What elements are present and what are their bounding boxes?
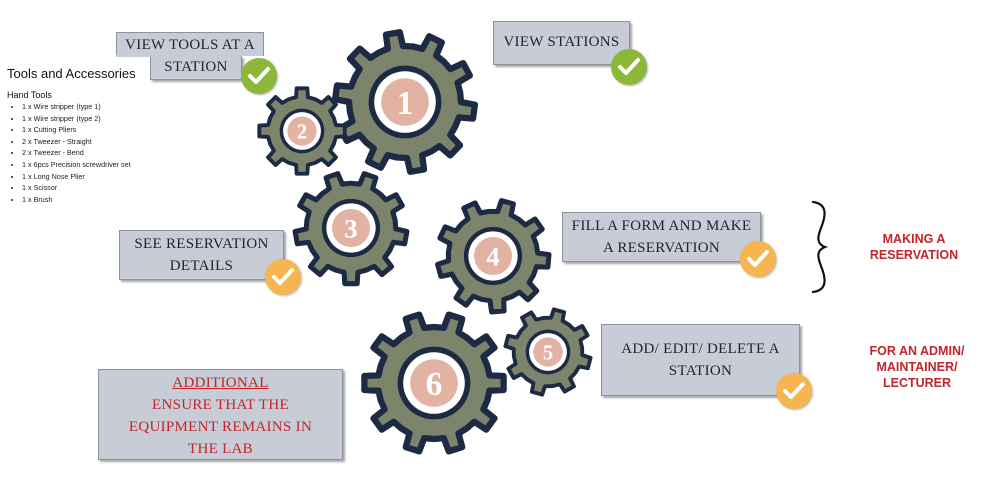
gear-number: 3 <box>344 214 357 244</box>
additional-line1: ENSURE THAT THE <box>151 397 289 413</box>
add-edit-delete-line1: ADD/ EDIT/ DELETE A <box>621 341 780 357</box>
admin-line3: LECTURER <box>882 376 952 390</box>
add-edit-delete-line2: STATION <box>668 363 733 379</box>
making-reservation-line2: RESERVATION <box>869 248 959 262</box>
gear-number: 6 <box>426 366 443 403</box>
view-tools-box-joint <box>116 55 152 57</box>
gear-icon-3: 3 <box>292 171 410 287</box>
list-item: 1 x Scissor <box>22 182 131 194</box>
curly-brace-icon <box>811 200 829 294</box>
check-icon <box>265 259 301 295</box>
gear-icon-1: 1 <box>331 29 479 175</box>
hand-tools-heading: Hand Tools <box>7 90 52 100</box>
check-icon <box>611 49 647 85</box>
additional-line3: THE LAB <box>187 441 253 457</box>
check-icon <box>776 373 812 409</box>
list-item: 2 x Tweezer - Straight <box>22 136 131 148</box>
see-reservation-line1: SEE RESERVATION <box>134 236 269 252</box>
list-item: 1 x Cutting Pliers <box>22 124 131 136</box>
gear-number: 5 <box>543 342 553 364</box>
additional-line2: EQUIPMENT REMAINS IN <box>128 419 313 435</box>
check-icon <box>740 241 776 277</box>
admin-line2: MAINTAINER/ <box>876 360 958 374</box>
gear-hub <box>533 337 563 367</box>
gear-icon-2: 2 <box>257 86 347 176</box>
gear-number: 1 <box>397 85 414 122</box>
view-tools-box-top: VIEW TOOLS AT A <box>116 32 264 56</box>
view-stations-box: VIEW STATIONS <box>493 21 630 65</box>
admin-line1: FOR AN ADMIN/ <box>869 344 965 358</box>
check-icon <box>241 58 277 94</box>
gear-icon-6: 6 <box>361 311 507 455</box>
making-reservation-line1: MAKING A <box>882 232 946 246</box>
admin-label: FOR AN ADMIN/ MAINTAINER/ LECTURER <box>858 343 976 391</box>
view-tools-label-line2: STATION <box>164 59 228 75</box>
additional-box: ADDITIONAL ENSURE THAT THE EQUIPMENT REM… <box>98 369 343 460</box>
list-item: 2 x Tweezer - Bend <box>22 147 131 159</box>
gear-hub <box>287 116 317 146</box>
gear-number: 4 <box>486 242 499 272</box>
additional-heading: ADDITIONAL <box>172 375 269 391</box>
fill-form-line2: A RESERVATION <box>602 240 721 256</box>
gear-icon-4: 4 <box>435 198 552 315</box>
see-reservation-box: SEE RESERVATION DETAILS <box>119 230 284 280</box>
gear-hub <box>410 359 458 407</box>
list-item: 1 x 6pcs Precision screwdriver set <box>22 159 131 171</box>
gear-hub <box>331 208 371 248</box>
list-item: 1 x Wire stripper (type 2) <box>22 113 131 125</box>
making-reservation-label: MAKING A RESERVATION <box>855 231 973 263</box>
fill-form-box: FILL A FORM AND MAKE A RESERVATION <box>562 212 761 262</box>
view-stations-label: VIEW STATIONS <box>503 34 620 50</box>
list-item: 1 x Brush <box>22 194 131 206</box>
view-tools-box-bottom: STATION <box>150 56 242 80</box>
list-item: 1 x Long Nose Plier <box>22 171 131 183</box>
gear-number: 2 <box>297 121 307 143</box>
gear-hub <box>473 236 513 276</box>
list-item: 1 x Wire stripper (type 1) <box>22 101 131 113</box>
see-reservation-line2: DETAILS <box>169 258 234 274</box>
fill-form-line1: FILL A FORM AND MAKE <box>571 218 752 234</box>
tools-title: Tools and Accessories <box>7 66 136 81</box>
add-edit-delete-box: ADD/ EDIT/ DELETE A STATION <box>601 324 800 396</box>
gear-hub <box>381 78 429 126</box>
view-tools-label-line1: VIEW TOOLS AT A <box>125 37 255 53</box>
tools-list: 1 x Wire stripper (type 1) 1 x Wire stri… <box>8 101 131 205</box>
gear-icon-5: 5 <box>503 307 593 397</box>
